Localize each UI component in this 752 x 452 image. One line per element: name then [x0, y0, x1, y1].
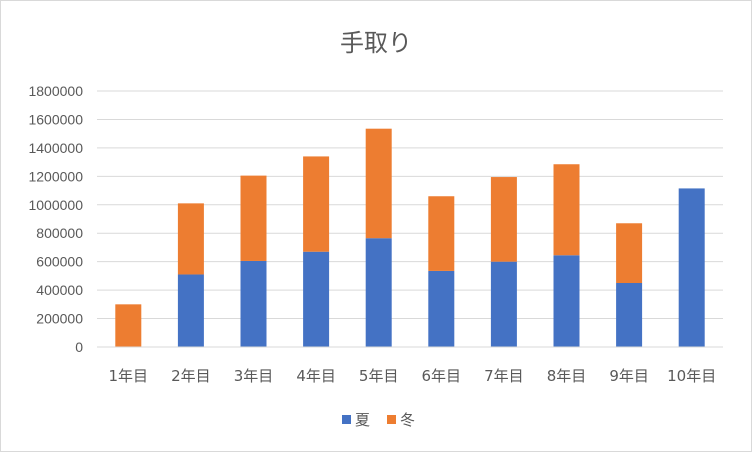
- bar-segment-summer: [553, 255, 580, 347]
- x-tick-label: 1年目: [109, 367, 149, 385]
- bar-segment-winter: [240, 175, 267, 261]
- bar-segment-summer: [678, 188, 705, 347]
- bar-segment-winter: [490, 177, 517, 262]
- bar-segment-summer: [616, 283, 643, 347]
- y-tick-label: 1600000: [28, 111, 83, 127]
- y-tick-label: 400000: [36, 282, 83, 298]
- x-tick-label: 2年目: [171, 367, 211, 385]
- legend-swatch: [342, 415, 351, 424]
- chart-title: 手取り: [340, 29, 412, 57]
- x-tick-label: 6年目: [422, 367, 462, 385]
- x-tick-label: 3年目: [234, 367, 274, 385]
- bar-segment-winter: [303, 156, 330, 252]
- x-tick-label: 7年目: [484, 367, 524, 385]
- y-tick-label: 600000: [36, 254, 83, 270]
- x-tick-label: 10年目: [667, 367, 716, 385]
- bar-segment-winter: [177, 203, 204, 275]
- bar-segment-summer: [303, 251, 330, 347]
- y-tick-label: 1800000: [28, 83, 83, 99]
- x-tick-label: 5年目: [359, 367, 399, 385]
- y-tick-label: 1200000: [28, 168, 83, 184]
- bar-segment-winter: [553, 164, 580, 256]
- bar-segment-winter: [428, 196, 455, 271]
- x-tick-label: 8年目: [547, 367, 587, 385]
- x-tick-label: 9年目: [609, 367, 649, 385]
- bar-segment-winter: [365, 128, 392, 239]
- legend-swatch: [387, 415, 396, 424]
- bar-segment-summer: [240, 260, 267, 347]
- bar-segment-summer: [177, 274, 204, 347]
- x-axis-labels: 1年目 2年目 3年目 4年目 5年目 6年目 7年目 8年目 9年目 10年目: [109, 367, 717, 385]
- y-tick-label: 1000000: [28, 197, 83, 213]
- bars: [115, 128, 705, 347]
- bar-segment-summer: [428, 270, 455, 347]
- legend-label: 冬: [400, 411, 415, 429]
- y-axis-ticks: 0 200000 400000 600000 800000 1000000 1200000 1…: [28, 83, 83, 355]
- bar-segment-winter: [616, 223, 643, 283]
- bar-segment-summer: [490, 261, 517, 347]
- bar-segment-summer: [365, 238, 392, 347]
- y-tick-label: 800000: [36, 225, 83, 241]
- legend: 夏冬: [342, 411, 415, 429]
- y-tick-label: 1400000: [28, 140, 83, 156]
- bar-segment-winter: [115, 304, 142, 347]
- y-tick-label: 0: [75, 339, 83, 355]
- legend-label: 夏: [355, 411, 370, 429]
- x-tick-label: 4年目: [296, 367, 336, 385]
- y-tick-label: 200000: [36, 311, 83, 327]
